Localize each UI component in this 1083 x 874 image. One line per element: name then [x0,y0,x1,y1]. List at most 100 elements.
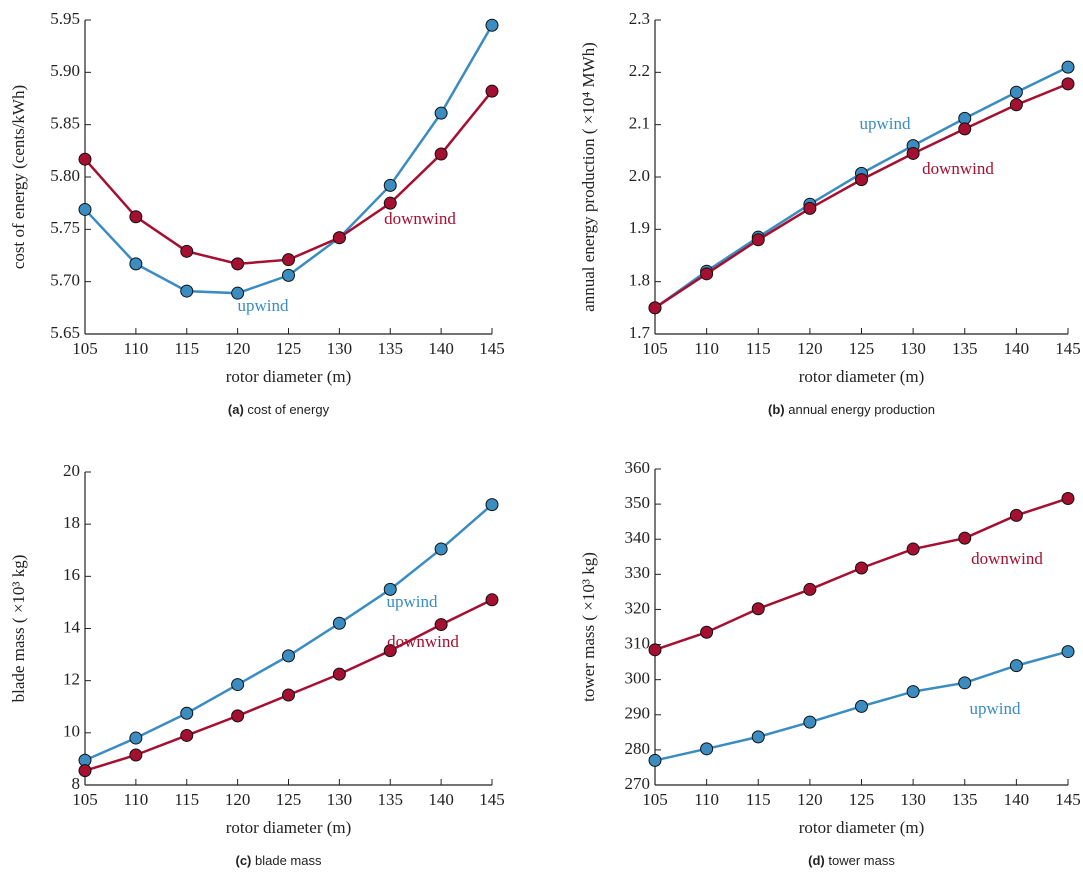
y-tick-label: 2.3 [629,9,650,28]
x-tick-label: 140 [428,339,454,358]
data-point [332,667,346,681]
data-point [485,18,499,32]
caption-text: annual energy production [788,402,935,417]
data-point [282,253,295,267]
data-point [485,84,499,98]
y-tick-label: 2.0 [629,166,650,185]
data-point [231,257,245,271]
x-tick-label: 135 [378,790,404,809]
data-point [129,731,143,745]
data-point [231,709,245,723]
y-tick-label: 1.8 [629,271,650,290]
series-label: upwind [387,592,439,611]
y-tick-label: 8 [72,774,81,793]
caption-tag: (c) [236,853,252,868]
x-tick-label: 140 [1004,339,1030,358]
data-point [855,561,868,575]
data-point [383,196,397,210]
data-point [751,730,765,744]
x-tick-label: 135 [952,339,978,358]
data-point [434,542,448,556]
y-tick-label: 280 [625,739,651,758]
y-tick-label: 5.95 [50,9,80,28]
y-tick-label: 5.75 [50,218,80,237]
series-label: upwind [970,699,1022,718]
data-point [958,531,972,545]
y-tick-label: 14 [63,617,81,636]
data-point [906,685,920,699]
x-tick-label: 115 [746,339,771,358]
data-point [906,542,920,556]
y-tick-label: 16 [63,565,80,584]
data-point [803,715,817,729]
x-tick-label: 125 [276,790,302,809]
y-tick-label: 360 [625,458,651,477]
caption-text: blade mass [255,853,322,868]
data-point [383,644,397,658]
data-point [1061,77,1075,91]
y-tick-label: 1.9 [629,218,650,237]
data-point [1009,508,1023,522]
x-tick-label: 110 [123,339,148,358]
caption-text: cost of energy [247,402,329,417]
x-tick-label: 110 [694,790,719,809]
x-axis-label: rotor diameter (m) [799,818,925,837]
x-tick-label: 145 [479,790,505,809]
x-axis-label: rotor diameter (m) [226,818,352,837]
caption-text: tower mass [828,853,895,868]
data-point [129,210,143,224]
x-axis-label: rotor diameter (m) [226,367,352,386]
x-tick-label: 125 [276,339,302,358]
caption: (c) blade mass [236,853,322,868]
data-point [129,257,143,271]
x-tick-label: 120 [225,790,251,809]
caption-tag: (a) [228,402,244,417]
data-point [78,202,92,216]
x-tick-label: 120 [797,790,823,809]
data-point [1061,645,1075,659]
y-tick-label: 20 [63,461,80,480]
caption-tag: (b) [768,402,785,417]
x-tick-label: 105 [642,790,668,809]
y-tick-label: 330 [625,563,651,582]
series-label: upwind [860,114,912,133]
series-line [84,24,494,295]
y-tick-label: 5.90 [50,61,80,80]
caption-tag: (d) [808,853,825,868]
data-point [1061,60,1075,74]
data-point [1061,491,1075,505]
caption: (b) annual energy production [768,402,935,417]
x-tick-label: 115 [746,790,771,809]
x-tick-label: 125 [849,339,875,358]
data-point [434,147,448,161]
series-label: downwind [384,209,456,228]
x-tick-label: 110 [123,790,148,809]
y-axis-label: tower mass ( ×10³ kg) [579,552,598,702]
x-axis-label: rotor diameter (m) [799,367,925,386]
x-tick-label: 130 [900,790,926,809]
data-point [648,753,662,767]
y-tick-label: 300 [625,669,651,688]
y-tick-label: 5.85 [50,114,80,133]
series-label: downwind [922,159,994,178]
y-tick-label: 5.80 [50,166,80,185]
x-tick-label: 115 [174,339,199,358]
data-point [700,267,714,281]
data-point [180,284,194,298]
x-tick-label: 140 [1004,790,1030,809]
data-point [648,643,662,657]
y-tick-label: 10 [63,722,80,741]
data-point [434,106,448,120]
x-tick-label: 145 [1055,790,1081,809]
x-tick-label: 110 [694,339,719,358]
data-point [129,748,143,762]
x-tick-label: 105 [72,790,98,809]
y-tick-label: 1.7 [629,323,651,342]
x-tick-label: 125 [849,790,875,809]
data-point [751,602,765,616]
y-axis-label: cost of energy (cents/kWh) [9,85,28,269]
data-point [485,498,499,512]
y-tick-label: 270 [625,774,651,793]
x-tick-label: 120 [225,339,251,358]
